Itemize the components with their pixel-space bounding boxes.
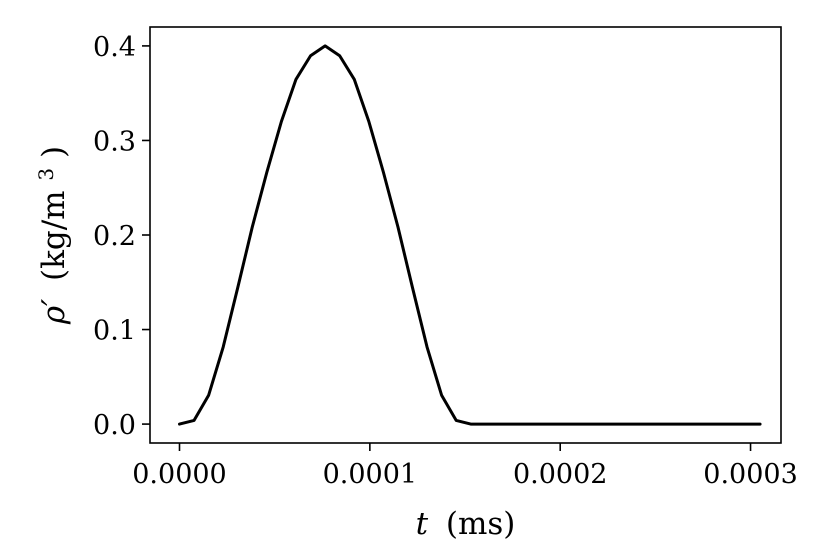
y-tick-label: 0.4 (93, 32, 136, 63)
y-tick-label: 0.2 (93, 221, 136, 252)
y-tick-label: 0.0 (93, 410, 136, 441)
plot-frame (149, 26, 782, 444)
y-axis-label-var: ρ′ (36, 299, 72, 325)
x-axis-ticks: 0.0000 0.0001 0.0002 0.0003 (132, 443, 798, 490)
x-axis-label-unit: (ms) (446, 506, 516, 542)
y-axis-label-sup: 3 (34, 168, 58, 181)
series-line-0 (178, 44, 762, 426)
x-tick-label: 0.0003 (703, 459, 797, 490)
x-axis-label-var: t (416, 506, 429, 542)
x-tick-label: 0.0002 (513, 459, 607, 490)
y-axis-label: ρ′ (kg/m 3 ) (25, 146, 72, 325)
y-tick-label: 0.1 (93, 316, 136, 347)
y-axis-label-unit: (kg/m (36, 190, 72, 281)
x-axis-label: t (ms) (416, 506, 516, 542)
x-tick-label: 0.0001 (323, 459, 417, 490)
y-axis-label-close: ) (36, 146, 72, 158)
y-tick-label: 0.3 (93, 126, 136, 157)
plot-area (178, 44, 762, 426)
y-axis-ticks: 0.0 0.1 0.2 0.3 0.4 (93, 32, 150, 441)
x-tick-label: 0.0000 (132, 459, 226, 490)
